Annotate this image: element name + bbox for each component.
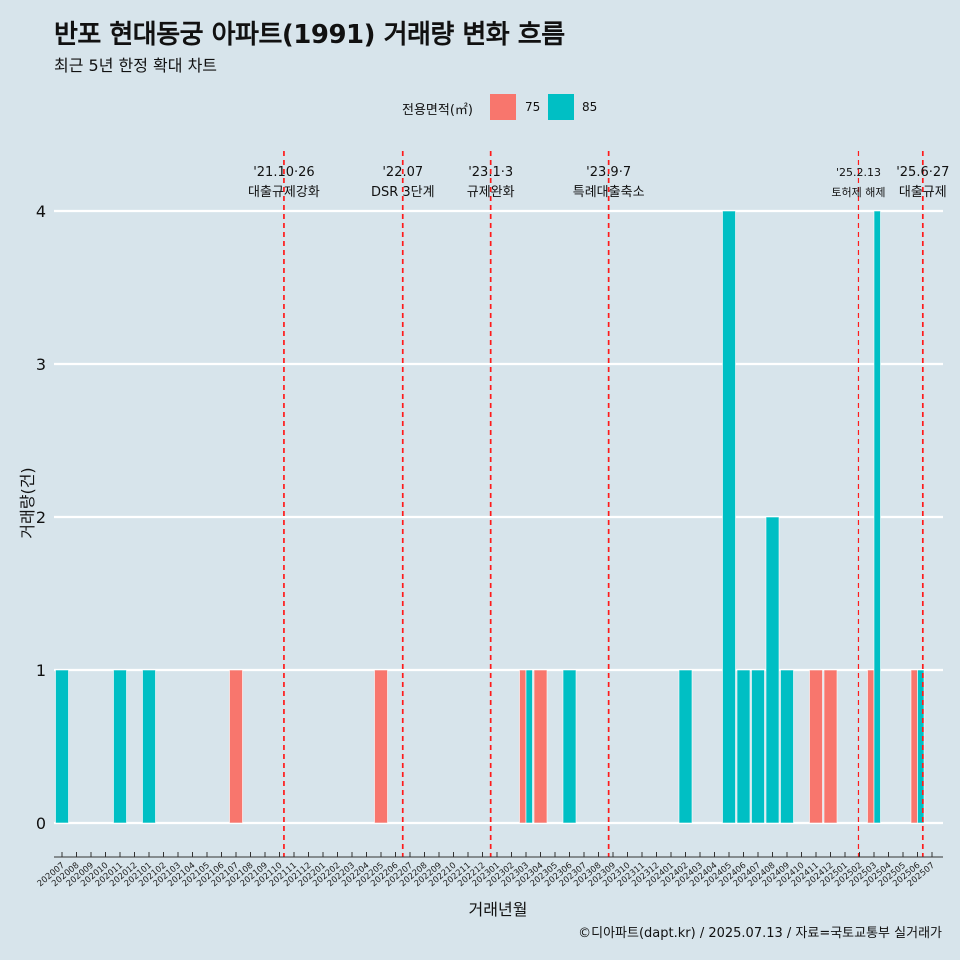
event-date-label: '25.2.13 (836, 166, 881, 179)
bar-202304-75 (533, 669, 548, 824)
bar-202011-85 (113, 669, 127, 824)
chart-subtitle: 최근 5년 한정 확대 차트 (54, 56, 218, 75)
x-axis-title: 거래년월 (469, 900, 528, 919)
y-tick-label: 4 (36, 202, 46, 221)
bar-202303-85 (525, 669, 533, 824)
bar-202407-85 (751, 669, 765, 824)
event-date-label: '21.10·26 (253, 165, 314, 180)
legend-swatch-85 (548, 94, 574, 120)
legend-title: 전용면적(㎡) (402, 103, 473, 118)
y-tick-label: 1 (36, 661, 46, 680)
event-name-label: 대출규제강화 (248, 185, 320, 200)
bar-202101-85 (142, 669, 156, 824)
legend-label-85: 85 (582, 100, 598, 114)
event-date-label: '23.9·7 (586, 165, 631, 180)
bar-202411-75 (809, 669, 823, 824)
source-caption: ©디아파트(dapt.kr) / 2025.07.13 / 자료=국토교통부 실… (578, 926, 942, 941)
bar-202503-75 (867, 669, 875, 824)
bar-202412-75 (823, 669, 838, 824)
bar-202107-75 (229, 669, 243, 824)
legend-swatch-75 (490, 94, 516, 120)
event-date-label: '25.6·27 (896, 165, 949, 180)
event-name-label: 특례대출축소 (573, 185, 645, 200)
event-name-label: 대출규제 (899, 185, 947, 200)
bar-202503-85 (873, 210, 881, 824)
chart-title: 반포 현대동궁 아파트(1991) 거래량 변화 흐름 (54, 20, 565, 50)
bar-202306-85 (562, 669, 577, 824)
bar-202402-85 (678, 669, 693, 824)
bar-202406-85 (736, 669, 751, 824)
bar-202205-75 (374, 669, 388, 824)
event-date-label: '22.07 (382, 165, 423, 180)
bar-202405-85 (722, 210, 736, 824)
bar-202409-85 (780, 669, 794, 824)
event-name-label: 토허제 해제 (831, 185, 885, 199)
event-date-label: '23.1·3 (468, 165, 513, 180)
legend-label-75: 75 (525, 100, 541, 114)
bar-202303-75 (519, 669, 527, 824)
y-tick-label: 3 (36, 355, 46, 374)
y-tick-label: 0 (36, 814, 46, 833)
bar-202408-85 (765, 516, 780, 824)
bar-202506-85 (917, 669, 925, 824)
legend: 전용면적(㎡) 75 85 (0, 92, 960, 122)
event-name-label: DSR 3단계 (371, 185, 435, 200)
bar-202506-75 (910, 669, 918, 824)
event-name-label: 규제완화 (467, 185, 515, 200)
y-axis-title: 거래량(건) (18, 467, 37, 538)
bar-202007-85 (55, 669, 69, 824)
y-tick-label: 2 (36, 508, 46, 527)
